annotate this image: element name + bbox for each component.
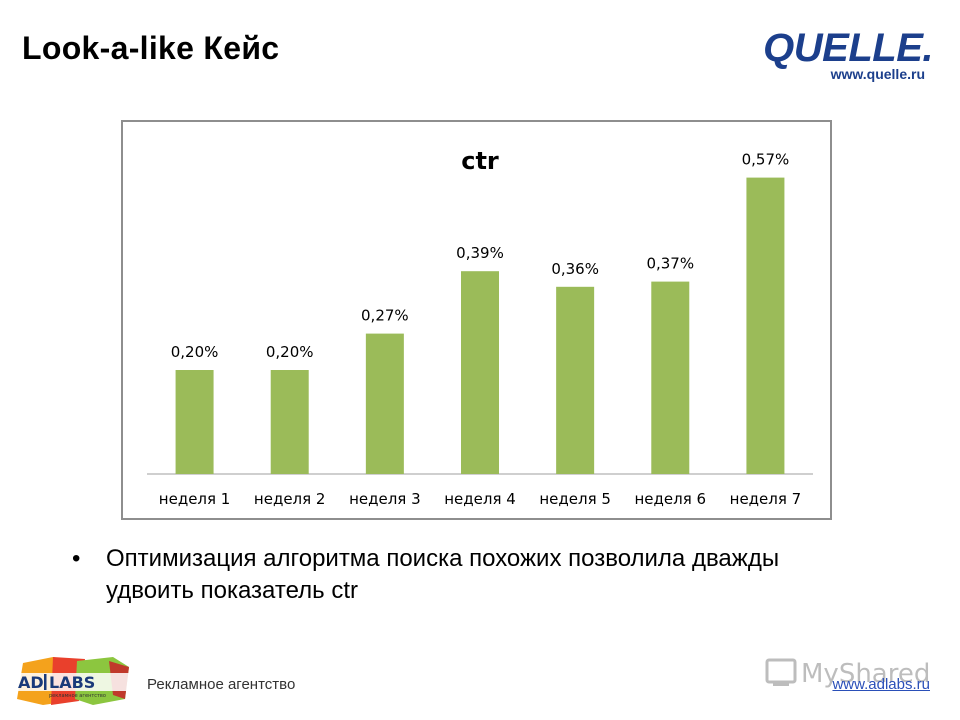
slide-title: Look-a-like Кейс — [22, 30, 280, 66]
bar-6 — [651, 281, 690, 474]
adlabs-logo-tagline: рекламное агентство — [49, 693, 106, 699]
bar-3 — [365, 333, 404, 474]
adlabs-logo-right: LABS — [49, 673, 95, 692]
x-tick-labels-layer: неделя 1 неделя 2 неделя 3 неделя 4 неделя 5… — [159, 490, 801, 508]
x-tick-label-7: неделя 7 — [730, 490, 802, 508]
x-tick-label-6: неделя 6 — [635, 490, 707, 508]
x-tick-label-2: неделя 2 — [254, 490, 326, 508]
data-labels-layer: 0,20% 0,20% 0,27% 0,39% 0,36% 0,37% 0,57% — [171, 151, 790, 361]
data-label-5: 0,36% — [551, 260, 599, 278]
bullet-text: Оптимизация алгоритма поиска похожих поз… — [106, 545, 780, 604]
myshared-watermark: MyShared — [765, 658, 930, 689]
watermark-text: MyShared — [801, 659, 930, 689]
data-label-3: 0,27% — [361, 307, 409, 325]
quelle-logo: QUELLE. www.quelle.ru — [758, 26, 933, 88]
bullet-marker: • — [72, 545, 81, 572]
data-label-1: 0,20% — [171, 343, 219, 361]
adlabs-site-link[interactable]: www.adlabs.ru — [832, 676, 930, 693]
x-tick-label-5: неделя 5 — [539, 490, 611, 508]
data-label-2: 0,20% — [266, 343, 314, 361]
adlabs-logo-left: AD — [18, 673, 44, 692]
bars-layer — [175, 177, 785, 474]
bar-4 — [461, 271, 499, 474]
bar-5 — [556, 286, 595, 474]
chart-title: ctr — [461, 147, 499, 175]
x-tick-label-4: неделя 4 — [444, 490, 516, 508]
x-tick-label-3: неделя 3 — [349, 490, 421, 508]
quelle-url: www.quelle.ru — [830, 66, 925, 82]
data-label-6: 0,37% — [646, 255, 694, 273]
bar-1 — [175, 370, 214, 474]
adlabs-logo: AD LABS рекламное агентство — [13, 655, 133, 707]
agency-label: Рекламное агентство — [147, 676, 296, 693]
bar-2 — [270, 370, 309, 474]
data-label-7: 0,57% — [742, 151, 790, 169]
quelle-wordmark: QUELLE. — [763, 26, 933, 70]
ctr-chart: ctr 0,20% 0,20% 0,27% 0,39% 0,36% 0,37% 0,57% … — [121, 120, 832, 520]
x-tick-label-1: неделя 1 — [159, 490, 231, 508]
chart-canvas: ctr 0,20% 0,20%0,27%0,39%0,36% 0,37%0,57% … — [147, 147, 813, 508]
data-label-4: 0,39% — [456, 244, 504, 262]
bar-7 — [746, 177, 785, 474]
